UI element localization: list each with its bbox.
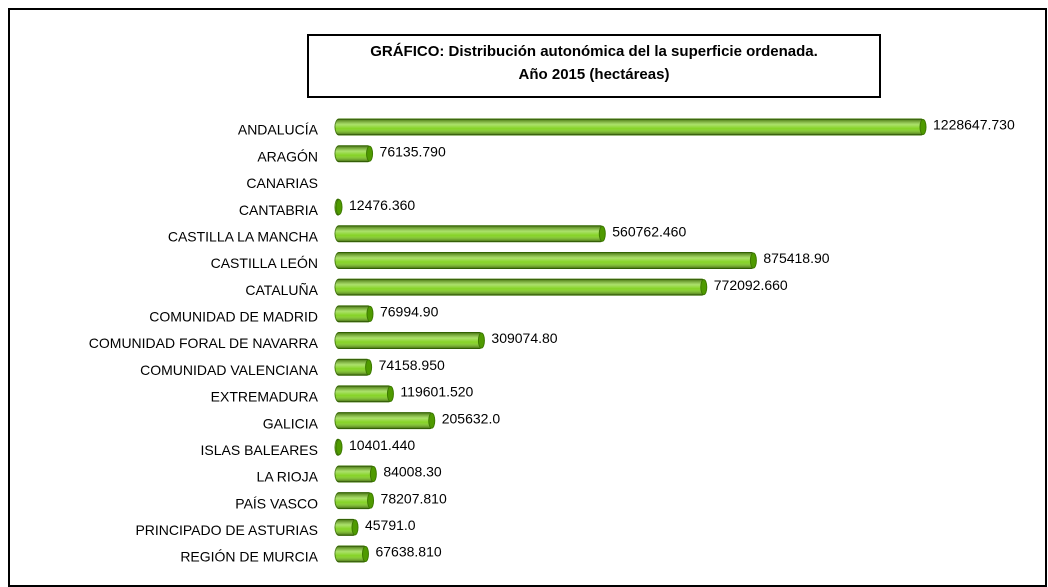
value-label: 84008.30 (383, 464, 442, 480)
category-label: PAÍS VASCO (235, 495, 318, 511)
category-label: PRINCIPADO DE ASTURIAS (135, 522, 318, 538)
value-label: 45791.0 (365, 517, 416, 533)
bar (334, 438, 343, 456)
category-label: REGIÓN DE MURCIA (180, 549, 318, 565)
value-label: 67638.810 (375, 544, 441, 560)
category-label: GALICIA (263, 415, 319, 431)
category-label: CASTILLA LEÓN (211, 255, 318, 271)
category-label: CASTILLA LA MANCHA (168, 228, 319, 244)
category-label: EXTREMADURA (211, 389, 319, 405)
category-label: ISLAS BALEARES (200, 442, 318, 458)
value-label: 772092.660 (714, 277, 788, 293)
bar (334, 492, 375, 510)
category-label: ARAGÓN (257, 148, 318, 164)
bar (334, 305, 374, 323)
bar (334, 332, 485, 350)
bar (334, 545, 369, 563)
category-label: LA RIOJA (257, 469, 319, 485)
bar (334, 118, 927, 136)
chart-title: Año 2015 (hectáreas) (519, 66, 670, 83)
value-label: 76135.790 (380, 143, 446, 159)
value-label: 875418.90 (763, 250, 829, 266)
value-label: 10401.440 (349, 437, 415, 453)
bar (334, 385, 394, 403)
bar (334, 251, 757, 269)
bar (334, 198, 343, 216)
value-label: 76994.90 (380, 304, 439, 320)
value-label: 12476.360 (349, 197, 415, 213)
category-label: ANDALUCÍA (238, 122, 319, 138)
value-label: 560762.460 (612, 223, 686, 239)
value-label: 309074.80 (491, 330, 557, 346)
bar (334, 465, 377, 483)
category-label: CANARIAS (246, 175, 318, 191)
frame (8, 8, 1047, 587)
bar (334, 278, 708, 296)
chart-title: GRÁFICO: Distribución autonómica del la … (370, 43, 818, 60)
bar (334, 412, 436, 430)
bar (334, 225, 606, 243)
title-box (307, 34, 881, 98)
bar (334, 358, 373, 376)
category-label: CANTABRIA (239, 202, 319, 218)
bar (334, 518, 359, 536)
category-label: COMUNIDAD DE MADRID (149, 309, 318, 325)
value-label: 74158.950 (379, 357, 445, 373)
value-label: 1228647.730 (933, 117, 1015, 133)
bar (334, 145, 374, 163)
category-label: CATALUÑA (245, 282, 318, 298)
value-label: 205632.0 (442, 410, 501, 426)
value-label: 78207.810 (381, 490, 447, 506)
category-label: COMUNIDAD VALENCIANA (140, 362, 319, 378)
category-label: COMUNIDAD FORAL DE NAVARRA (89, 335, 319, 351)
value-label: 119601.520 (400, 384, 473, 400)
